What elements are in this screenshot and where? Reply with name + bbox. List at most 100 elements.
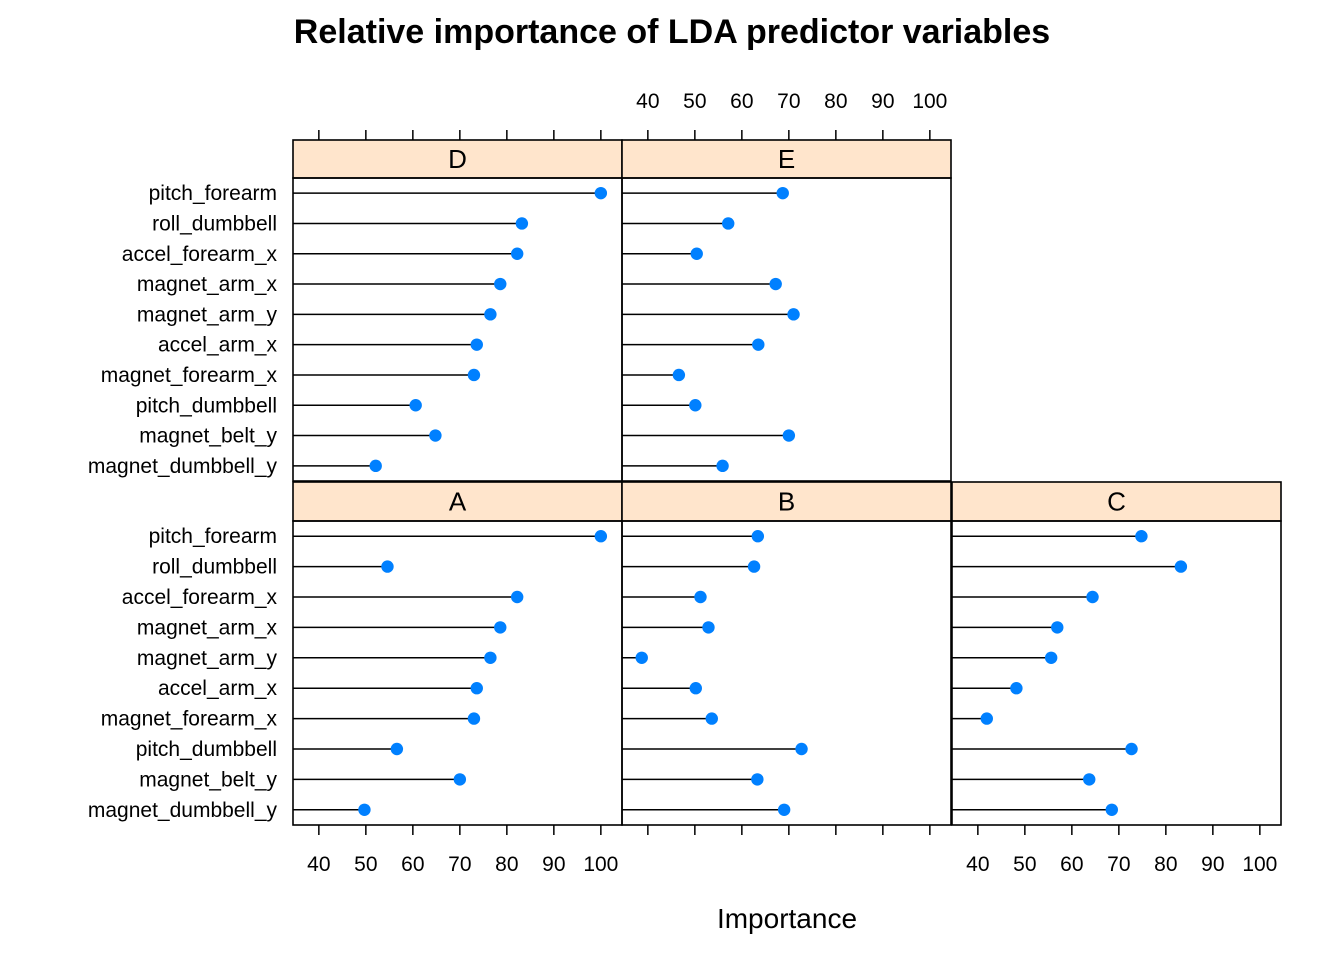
category-label-accel_forearm_x: accel_forearm_x <box>122 243 278 266</box>
point-B-accel_arm_x <box>689 682 702 695</box>
x-tick-label: 80 <box>824 90 847 113</box>
point-D-accel_arm_x <box>470 338 483 351</box>
panel-D: D <box>292 139 623 482</box>
x-tick-label: 40 <box>307 853 330 876</box>
point-A-pitch_forearm <box>594 530 608 543</box>
category-label-magnet_arm_y: magnet_arm_y <box>137 647 278 670</box>
category-label-pitch_forearm: pitch_forearm <box>149 525 277 548</box>
point-E-accel_arm_x <box>752 338 765 351</box>
point-D-accel_forearm_x <box>510 247 524 260</box>
category-label-magnet_dumbbell_y: magnet_dumbbell_y <box>88 455 278 478</box>
panel-E: E <box>621 139 952 482</box>
category-label-magnet_forearm_x: magnet_forearm_x <box>101 364 278 387</box>
point-C-pitch_forearm <box>1135 530 1148 543</box>
category-label-accel_arm_x: accel_arm_x <box>158 334 278 357</box>
point-B-accel_forearm_x <box>694 590 707 604</box>
point-A-magnet_arm_y <box>484 651 497 664</box>
category-label-magnet_dumbbell_y: magnet_dumbbell_y <box>88 799 278 822</box>
point-E-roll_dumbbell <box>722 217 735 230</box>
panel-A: A <box>292 481 623 826</box>
strip-C <box>951 481 1282 522</box>
point-D-magnet_arm_x <box>494 277 507 291</box>
panel-frame-C <box>951 520 1282 826</box>
x-tick-label: 100 <box>1242 853 1277 876</box>
point-E-pitch_dumbbell <box>689 399 702 412</box>
strip-D <box>292 139 623 179</box>
point-D-magnet_arm_y <box>484 308 497 321</box>
point-B-roll_dumbbell <box>747 560 761 573</box>
point-B-pitch_forearm <box>751 530 765 543</box>
point-C-magnet_dumbbell_y <box>1105 803 1119 816</box>
strip-label-E: E <box>778 144 795 174</box>
x-tick-label: 50 <box>1013 853 1036 876</box>
category-label-magnet_belt_y: magnet_belt_y <box>139 768 277 791</box>
point-B-magnet_forearm_x <box>705 712 718 725</box>
point-E-magnet_dumbbell_y <box>716 459 729 473</box>
category-label-accel_forearm_x: accel_forearm_x <box>122 586 278 609</box>
x-tick-label: 90 <box>542 853 565 876</box>
point-B-magnet_dumbbell_y <box>777 803 791 816</box>
point-A-magnet_dumbbell_y <box>358 803 371 816</box>
strip-B <box>621 481 952 522</box>
panel-C: C <box>951 481 1282 826</box>
x-tick-label: 100 <box>583 853 618 876</box>
category-label-magnet_arm_x: magnet_arm_x <box>137 273 278 296</box>
strip-label-B: B <box>778 487 795 517</box>
point-D-magnet_forearm_x <box>467 368 481 382</box>
point-A-roll_dumbbell <box>381 560 394 573</box>
panel-frame-B <box>621 520 952 826</box>
point-A-accel_arm_x <box>470 682 483 695</box>
point-A-magnet_belt_y <box>453 773 467 786</box>
point-A-magnet_arm_x <box>494 621 507 634</box>
point-A-pitch_dumbbell <box>390 742 404 756</box>
point-C-accel_arm_x <box>1010 682 1023 695</box>
x-tick-label: 40 <box>966 853 989 876</box>
x-tick-label: 70 <box>1107 853 1130 876</box>
point-D-pitch_dumbbell <box>409 399 422 412</box>
point-C-magnet_arm_x <box>1051 621 1064 634</box>
strip-label-C: C <box>1107 487 1126 517</box>
category-label-roll_dumbbell: roll_dumbbell <box>152 212 277 235</box>
point-E-pitch_forearm <box>776 186 789 200</box>
point-D-magnet_dumbbell_y <box>369 459 382 473</box>
point-D-roll_dumbbell <box>515 217 529 230</box>
point-C-magnet_forearm_x <box>980 712 993 725</box>
x-tick-label: 40 <box>636 90 659 113</box>
point-E-accel_forearm_x <box>690 247 703 260</box>
point-A-accel_forearm_x <box>510 590 524 604</box>
category-label-magnet_arm_y: magnet_arm_y <box>137 303 278 326</box>
x-tick-label: 50 <box>683 90 706 113</box>
point-B-pitch_dumbbell <box>795 742 808 756</box>
point-C-pitch_dumbbell <box>1125 742 1138 756</box>
x-tick-label: 90 <box>871 90 894 113</box>
point-B-magnet_belt_y <box>751 773 764 786</box>
point-B-magnet_arm_y <box>635 651 648 664</box>
point-E-magnet_arm_x <box>769 277 782 291</box>
point-E-magnet_belt_y <box>782 429 796 442</box>
category-label-pitch_dumbbell: pitch_dumbbell <box>136 394 277 417</box>
x-tick-label: 90 <box>1201 853 1224 876</box>
panel-frame-E <box>621 177 952 482</box>
category-label-pitch_dumbbell: pitch_dumbbell <box>136 738 277 761</box>
x-axis-title: Importance <box>717 903 857 934</box>
category-label-magnet_belt_y: magnet_belt_y <box>139 425 277 448</box>
category-label-magnet_arm_x: magnet_arm_x <box>137 616 278 639</box>
category-label-accel_arm_x: accel_arm_x <box>158 677 278 700</box>
x-tick-label: 60 <box>1060 853 1083 876</box>
point-A-magnet_forearm_x <box>467 712 481 725</box>
x-tick-label: 60 <box>401 853 424 876</box>
x-tick-label: 80 <box>1154 853 1177 876</box>
point-E-magnet_arm_y <box>787 308 800 321</box>
x-tick-label: 60 <box>730 90 753 113</box>
chart-title: Relative importance of LDA predictor var… <box>294 13 1050 51</box>
x-tick-label: 70 <box>448 853 471 876</box>
point-C-roll_dumbbell <box>1174 560 1188 573</box>
x-tick-label: 50 <box>354 853 377 876</box>
category-label-roll_dumbbell: roll_dumbbell <box>152 556 277 579</box>
point-D-magnet_belt_y <box>429 429 442 442</box>
x-tick-label: 70 <box>777 90 800 113</box>
x-tick-label: 100 <box>912 90 947 113</box>
point-D-pitch_forearm <box>594 186 608 200</box>
point-C-magnet_arm_y <box>1044 651 1058 664</box>
